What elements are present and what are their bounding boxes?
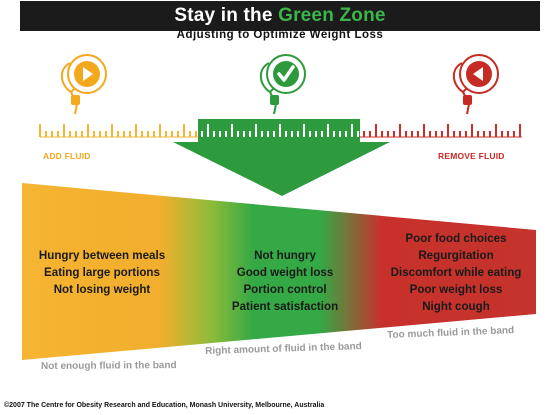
remove-fluid-label: REMOVE FLUID	[438, 151, 505, 161]
list-item: Regurgitation	[418, 249, 494, 262]
fluid-scale	[39, 119, 522, 196]
reverse-icon	[452, 54, 499, 115]
down-arrow	[173, 142, 390, 196]
list-item: Eating large portions	[44, 266, 160, 279]
optimal-outcomes: Not hungry Good weight loss Portion cont…	[205, 247, 365, 315]
caption-not-enough: Not enough fluid in the band	[41, 360, 177, 372]
list-item: Not losing weight	[53, 283, 151, 296]
list-item: Poor weight loss	[409, 283, 503, 296]
title-prefix: Stay in the	[174, 5, 279, 26]
checkmark-icon	[259, 54, 306, 115]
page-title: Stay in the Green Zone	[174, 5, 385, 27]
underfilled-symptoms: Hungry between meals Eating large portio…	[22, 247, 182, 298]
list-item: Discomfort while eating	[390, 266, 522, 279]
list-item: Portion control	[243, 283, 327, 296]
copyright: ©2007 The Centre for Obesity Research an…	[4, 402, 325, 409]
list-item: Hungry between meals	[38, 249, 166, 262]
list-item: Night cough	[422, 300, 490, 313]
title-bar: Stay in the Green Zone	[20, 1, 540, 31]
list-item: Poor food choices	[405, 232, 507, 245]
subtitle: Adjusting to Optimize Weight Loss	[176, 29, 384, 41]
title-highlight: Green Zone	[278, 5, 386, 26]
add-fluid-label: ADD FLUID	[43, 151, 91, 161]
list-item: Not hungry	[254, 249, 316, 262]
play-icon	[60, 54, 107, 115]
zone-panel	[22, 183, 536, 360]
list-item: Good weight loss	[236, 266, 334, 279]
overfilled-symptoms: Poor food choices Regurgitation Discomfo…	[376, 230, 536, 315]
list-item: Patient satisfaction	[231, 300, 339, 313]
scale-ticks	[39, 124, 522, 138]
